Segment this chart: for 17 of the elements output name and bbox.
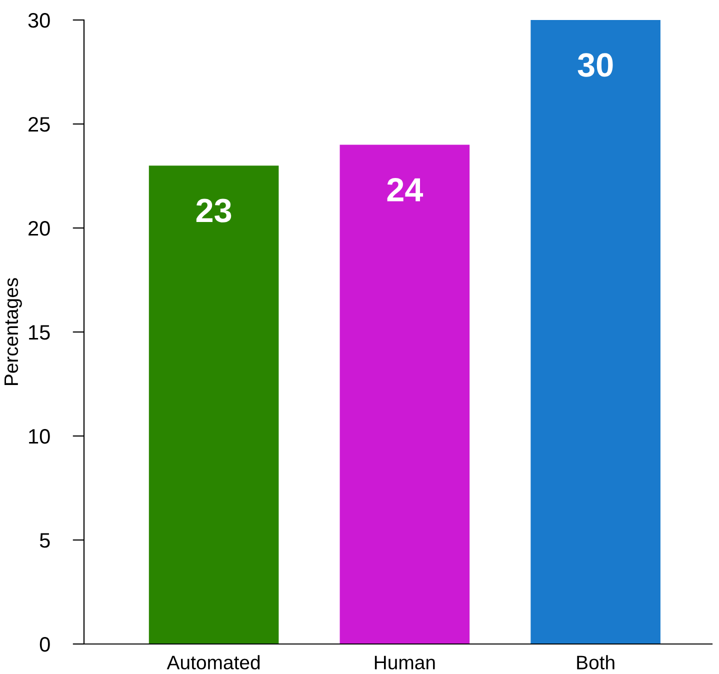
bar [340,144,470,644]
data-label: 23 [196,198,232,222]
x-tick-label: Both [577,655,614,670]
y-tick-label: 15 [29,325,50,340]
y-axis-title: Percentages [4,278,22,385]
bar [530,20,660,644]
x-tick-label: Automated [166,655,260,670]
y-tick-label: 30 [28,13,50,28]
y-tick-label: 25 [28,117,50,132]
y-tick-label: 10 [29,429,50,444]
y-tick-label: 0 [40,637,50,652]
data-label: 24 [387,178,424,202]
data-label: 30 [578,53,613,77]
x-tick-label: Human [374,656,435,670]
y-tick-label: 20 [28,221,50,236]
y-tick-label: 5 [40,533,50,548]
bar [148,166,279,644]
